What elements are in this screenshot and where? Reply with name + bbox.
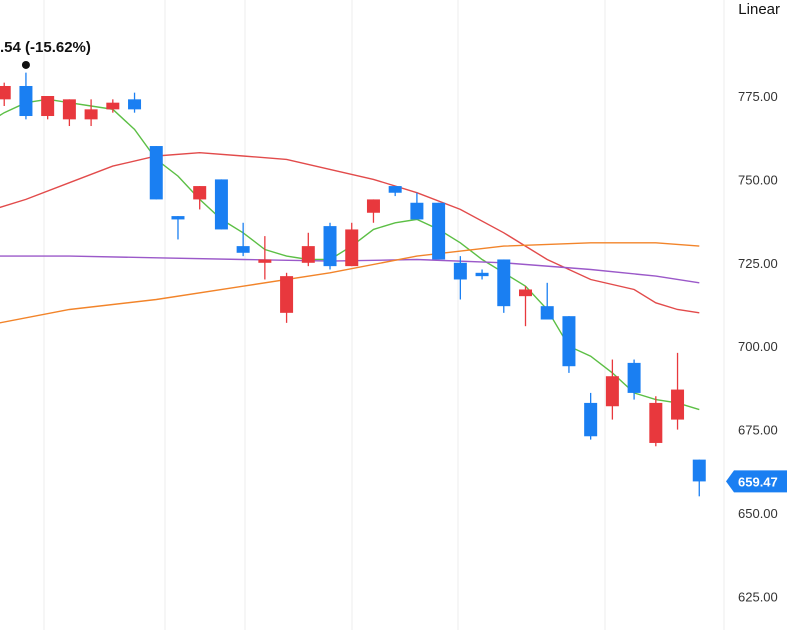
candle-body — [301, 246, 315, 263]
candle-body — [584, 402, 598, 437]
marker — [21, 60, 30, 69]
candle-30 — [627, 359, 641, 400]
moving-average-line-2 — [0, 255, 700, 284]
y-tick-label: 650.00 — [738, 506, 778, 521]
candle-body — [519, 289, 532, 297]
candle-body — [106, 102, 120, 110]
y-tick-label: 675.00 — [738, 423, 778, 438]
y-tick-label: 775.00 — [738, 89, 778, 104]
candle-body — [605, 376, 619, 407]
candle-32 — [671, 352, 685, 430]
candle-18 — [366, 199, 380, 223]
candle-body — [128, 99, 142, 110]
candle-body — [410, 202, 424, 220]
candle-body — [649, 402, 663, 443]
candle-15 — [301, 232, 315, 267]
candle-17 — [345, 222, 359, 267]
candle-24 — [497, 259, 511, 313]
candle-19 — [388, 186, 402, 197]
candle-7 — [128, 92, 142, 113]
moving-average-line-3 — [0, 242, 700, 324]
candle-body — [323, 226, 337, 267]
candle-body — [171, 216, 185, 220]
scale-mode-label[interactable]: Linear — [738, 1, 780, 18]
candle-body — [453, 262, 467, 280]
candle-21 — [432, 202, 446, 260]
candle-13 — [258, 236, 272, 280]
candle-body — [41, 96, 55, 117]
last-price-label: 659.47 — [738, 474, 778, 489]
candle-body — [345, 229, 359, 267]
candle-28 — [584, 392, 598, 440]
candle-body — [692, 459, 706, 482]
candle-body — [627, 362, 641, 393]
candle-12 — [236, 222, 250, 257]
marker-dot — [21, 60, 30, 69]
last-price-tag — [726, 470, 787, 493]
grid — [43, 0, 725, 630]
candle-body — [366, 199, 380, 213]
candle-body — [388, 186, 402, 193]
candle-16 — [323, 222, 337, 270]
candle-body — [62, 99, 76, 120]
moving-averages — [0, 98, 700, 411]
candle-29 — [605, 359, 619, 420]
y-tick-label: 625.00 — [738, 589, 778, 604]
candle-body — [671, 389, 685, 420]
candle-body — [236, 246, 250, 253]
candle-body — [540, 306, 554, 320]
candle-body — [214, 179, 228, 230]
candle-2 — [19, 72, 33, 120]
candle-9 — [171, 216, 185, 240]
candle-body — [562, 316, 576, 367]
candle-25 — [519, 286, 532, 327]
price-axis[interactable]: 775.00 750.00 725.00 700.00 675.00 650.00 625.… — [726, 89, 787, 604]
candle-body — [280, 276, 294, 313]
candle-body — [475, 272, 489, 277]
candle-6 — [106, 99, 120, 113]
candle-body — [84, 109, 98, 120]
candle-body — [193, 186, 207, 200]
candle-20 — [410, 192, 424, 220]
moving-average-line-0 — [0, 98, 700, 411]
candle-body — [497, 259, 511, 307]
candle-5 — [84, 99, 98, 127]
y-tick-label: 700.00 — [738, 339, 778, 354]
candles — [0, 72, 706, 497]
candle-22 — [453, 256, 467, 300]
candle-31 — [649, 396, 663, 447]
candle-10 — [193, 186, 207, 210]
candle-body — [149, 146, 163, 200]
candle-8 — [149, 146, 163, 200]
candle-33 — [692, 459, 706, 497]
y-tick-label: 725.00 — [738, 256, 778, 271]
candle-23 — [475, 269, 489, 280]
candle-body — [432, 202, 446, 260]
candle-26 — [540, 282, 554, 320]
candle-body — [258, 259, 272, 263]
change-label: .54 (-15.62%) — [0, 39, 91, 56]
candle-body — [0, 85, 11, 100]
candle-body — [19, 85, 33, 117]
candle-1 — [0, 82, 11, 107]
candle-27 — [562, 316, 576, 373]
candle-3 — [41, 96, 55, 120]
candle-11 — [214, 179, 228, 230]
y-tick-label: 750.00 — [738, 172, 778, 187]
candle-4 — [62, 99, 76, 127]
candle-14 — [280, 272, 294, 323]
moving-average-line-1 — [0, 151, 700, 314]
